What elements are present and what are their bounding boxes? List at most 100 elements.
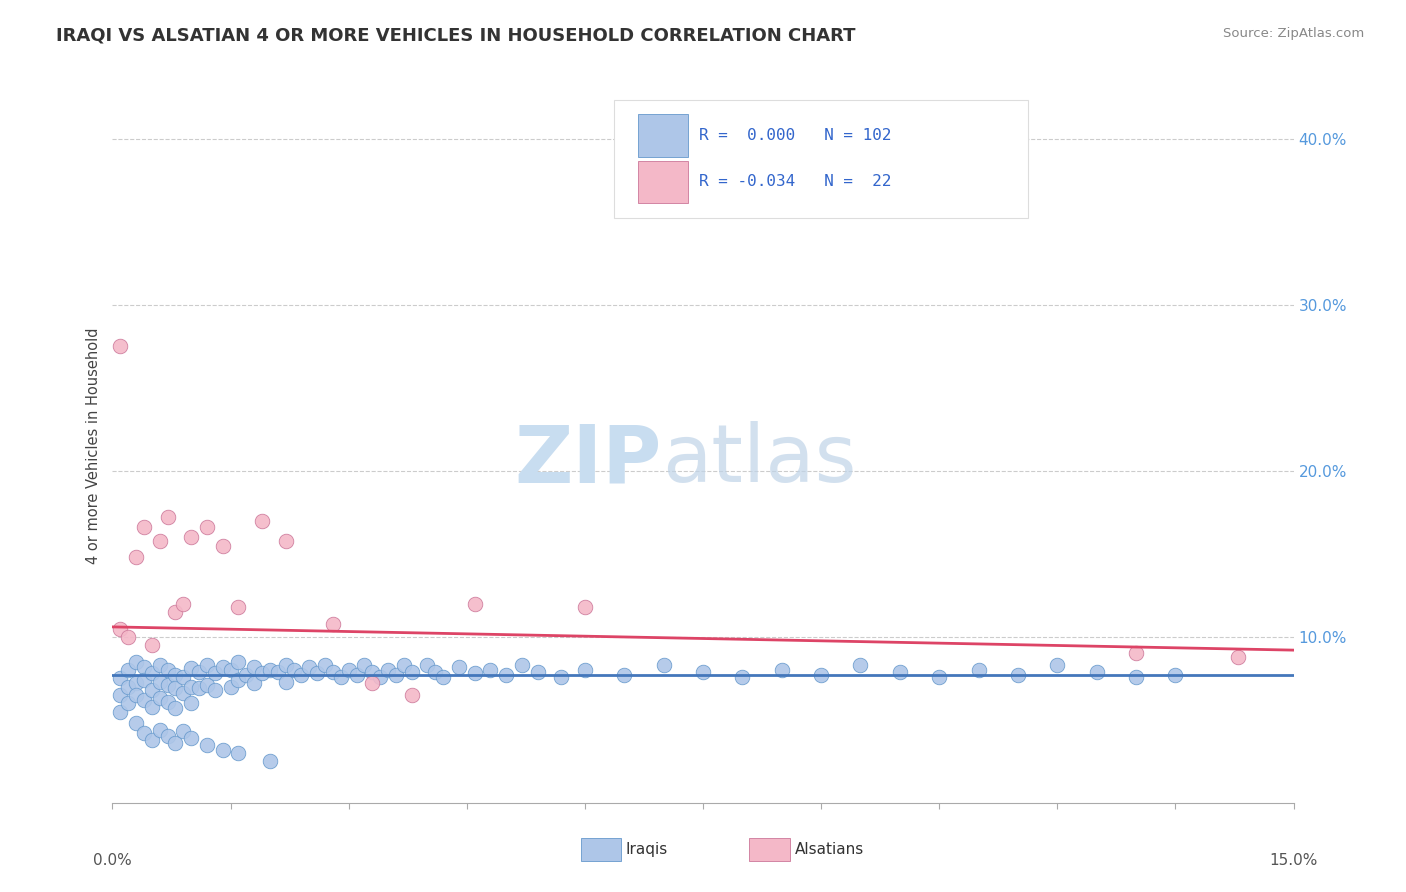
Point bbox=[401, 688, 423, 702]
Point bbox=[132, 659, 155, 673]
Point bbox=[156, 695, 179, 709]
Point bbox=[613, 668, 636, 682]
Point bbox=[574, 599, 596, 614]
Y-axis label: 4 or more Vehicles in Household: 4 or more Vehicles in Household bbox=[86, 327, 101, 565]
Point bbox=[156, 510, 179, 524]
Point bbox=[228, 746, 250, 760]
Point bbox=[692, 665, 714, 679]
Text: R = -0.034   N =  22: R = -0.034 N = 22 bbox=[699, 175, 891, 189]
Point bbox=[172, 724, 194, 739]
Point bbox=[425, 665, 447, 679]
Point bbox=[307, 666, 329, 681]
Point bbox=[967, 663, 990, 677]
Point bbox=[141, 682, 163, 697]
Point bbox=[180, 661, 202, 675]
Point bbox=[243, 676, 266, 690]
Point bbox=[156, 678, 179, 692]
Point bbox=[416, 658, 439, 673]
Point bbox=[274, 533, 297, 548]
Point bbox=[125, 550, 148, 565]
Point bbox=[180, 731, 202, 745]
Point bbox=[132, 693, 155, 707]
Point bbox=[243, 659, 266, 673]
Point bbox=[117, 663, 139, 677]
Point bbox=[188, 665, 211, 679]
Point bbox=[117, 680, 139, 694]
Point bbox=[810, 668, 832, 682]
Point bbox=[211, 659, 233, 673]
Point bbox=[211, 539, 233, 553]
FancyBboxPatch shape bbox=[614, 100, 1028, 218]
Point bbox=[141, 732, 163, 747]
Point bbox=[361, 676, 384, 690]
Point bbox=[510, 658, 533, 673]
Point bbox=[149, 533, 172, 548]
Point bbox=[464, 666, 486, 681]
Point bbox=[219, 663, 242, 677]
Point bbox=[165, 668, 187, 682]
Point bbox=[1007, 668, 1029, 682]
Point bbox=[204, 682, 226, 697]
Point bbox=[180, 680, 202, 694]
Point bbox=[165, 681, 187, 696]
Point bbox=[432, 670, 454, 684]
Point bbox=[195, 520, 218, 534]
Point bbox=[329, 670, 352, 684]
Point bbox=[1085, 665, 1108, 679]
Point bbox=[172, 686, 194, 700]
Text: 0.0%: 0.0% bbox=[93, 853, 132, 868]
Point bbox=[219, 680, 242, 694]
Point bbox=[156, 730, 179, 744]
Point bbox=[235, 668, 257, 682]
Point bbox=[125, 655, 148, 669]
Point bbox=[228, 673, 250, 687]
Point bbox=[322, 616, 344, 631]
Point bbox=[141, 699, 163, 714]
Point bbox=[172, 670, 194, 684]
Point bbox=[392, 658, 415, 673]
Point bbox=[495, 668, 517, 682]
Point bbox=[110, 688, 132, 702]
FancyBboxPatch shape bbox=[638, 114, 688, 157]
Point bbox=[250, 514, 273, 528]
Point bbox=[149, 723, 172, 737]
Point bbox=[132, 673, 155, 687]
Point bbox=[267, 665, 290, 679]
Text: Alsatians: Alsatians bbox=[794, 842, 863, 856]
Point bbox=[1125, 647, 1147, 661]
Point bbox=[447, 659, 470, 673]
Point bbox=[141, 638, 163, 652]
Point bbox=[368, 670, 391, 684]
Point bbox=[132, 520, 155, 534]
Point bbox=[110, 671, 132, 685]
Point bbox=[149, 658, 172, 673]
Point bbox=[550, 670, 572, 684]
Text: Source: ZipAtlas.com: Source: ZipAtlas.com bbox=[1223, 27, 1364, 40]
Point bbox=[156, 663, 179, 677]
Point bbox=[322, 665, 344, 679]
Point bbox=[195, 658, 218, 673]
Point bbox=[1125, 670, 1147, 684]
Point bbox=[274, 674, 297, 689]
Text: Iraqis: Iraqis bbox=[626, 842, 668, 856]
Point bbox=[464, 597, 486, 611]
Point bbox=[1227, 649, 1250, 664]
Point bbox=[188, 681, 211, 696]
Point bbox=[250, 666, 273, 681]
Text: ZIP: ZIP bbox=[515, 421, 662, 500]
Point bbox=[125, 676, 148, 690]
Point bbox=[770, 663, 793, 677]
Point bbox=[172, 597, 194, 611]
Point bbox=[195, 678, 218, 692]
Point bbox=[117, 696, 139, 710]
Point bbox=[652, 658, 675, 673]
Point bbox=[574, 663, 596, 677]
Point bbox=[195, 738, 218, 752]
Point bbox=[259, 754, 281, 768]
Point bbox=[125, 716, 148, 731]
Point bbox=[110, 622, 132, 636]
Point bbox=[1164, 668, 1187, 682]
Text: atlas: atlas bbox=[662, 421, 856, 500]
Point bbox=[117, 630, 139, 644]
Point bbox=[125, 688, 148, 702]
